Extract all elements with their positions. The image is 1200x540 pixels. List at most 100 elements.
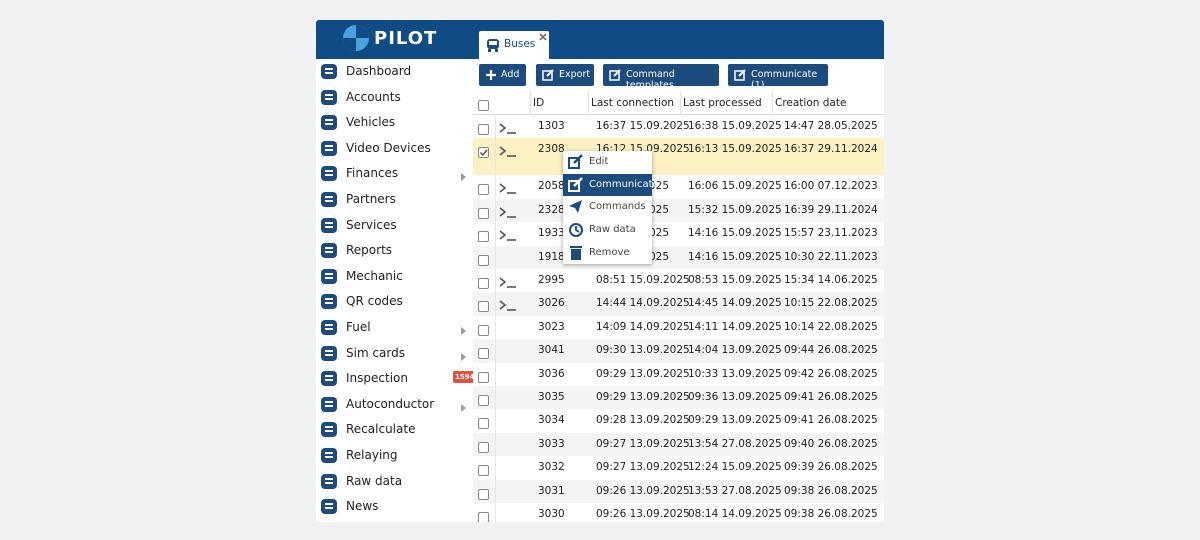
app-window: PILOT Buses Dashboard Accounts Vehicles Vid… (316, 20, 884, 522)
table-cell: 10:14 22.08.2025 (784, 320, 878, 333)
sidebar-item[interactable]: Inspection 1594 (316, 366, 477, 391)
table-row[interactable] (473, 339, 884, 364)
sidebar-label: Accounts (346, 89, 401, 104)
sidebar-item[interactable]: Dashboard (316, 59, 472, 84)
table-cell: 14:16 15.09.2025 (688, 250, 782, 263)
table-row[interactable] (473, 386, 884, 411)
table-cell: 09:36 13.09.2025 (688, 391, 782, 403)
submenu-arrow (461, 403, 466, 412)
table-cell: 09:26 13.09.2025 (596, 484, 690, 497)
cell-divider (495, 138, 496, 176)
menu-icon (569, 200, 582, 214)
sidebar-item[interactable]: Services (316, 213, 472, 238)
table-cell: 3041 (538, 344, 565, 357)
terminal-icon (499, 183, 516, 195)
sidebar-item[interactable]: QR codes (316, 289, 472, 314)
sidebar-label: Partners (346, 192, 396, 206)
table-cell: 2308 (538, 143, 565, 156)
table-cell: 16:00 07.12.2023 (784, 180, 878, 193)
column-divider (772, 91, 773, 114)
table-row[interactable] (473, 432, 884, 458)
table-cell: 09:27 13.09.2025 (596, 437, 690, 450)
checkbox[interactable] (478, 100, 490, 112)
menu-item[interactable]: Edit (563, 151, 652, 173)
column-header[interactable]: Last connection (591, 97, 675, 109)
sidebar-item[interactable]: Accounts (316, 85, 472, 110)
sidebar-label: Relaying (346, 448, 398, 462)
table-header (473, 91, 884, 115)
terminal-icon (499, 277, 516, 288)
sidebar-label: Vehicles (346, 115, 396, 130)
table-cell: 3026 (538, 297, 565, 310)
sidebar-item[interactable]: Reports (316, 238, 472, 263)
table-row[interactable] (473, 409, 884, 434)
table-cell: 09:26 13.09.2025 (596, 508, 690, 520)
table-row[interactable] (473, 456, 884, 481)
table-cell: 3030 (538, 508, 565, 520)
tab[interactable]: Buses (479, 31, 549, 59)
table-row[interactable] (473, 222, 884, 247)
column-header[interactable]: ID (533, 97, 545, 109)
cell-divider (495, 222, 496, 246)
button-label: Command templates (626, 69, 675, 91)
column-header[interactable]: Last processed (683, 97, 762, 109)
sidebar-item[interactable]: Relaying (316, 443, 472, 468)
table-cell: 09:42 26.08.2025 (784, 367, 878, 380)
menu-item[interactable]: Commands (563, 196, 652, 218)
checkbox (478, 301, 489, 313)
checkbox (478, 441, 489, 453)
menu-item[interactable]: Raw data (563, 219, 652, 241)
sidebar-item[interactable]: Finances (316, 161, 472, 186)
table-cell: 09:29 13.09.2025 (596, 367, 690, 380)
checkbox (478, 278, 489, 289)
table-cell: 3034 (538, 414, 565, 427)
table-cell: 08:53 15.09.2025 (688, 274, 782, 286)
submenu-arrow (461, 352, 466, 361)
sidebar-label: Dashboard (346, 64, 412, 78)
checkbox (478, 324, 489, 336)
toolbar-button[interactable]: Add (479, 64, 526, 86)
sidebar-item[interactable]: Vehicles (316, 110, 472, 135)
sidebar-item[interactable]: Raw data (316, 469, 472, 494)
sidebar-item[interactable]: Recalculate (316, 417, 472, 442)
table-row[interactable] (473, 315, 884, 341)
sidebar-icon (321, 422, 337, 438)
sidebar-item[interactable]: Fuel (316, 315, 472, 340)
table-cell: 13:54 27.08.2025 (688, 437, 782, 450)
table-cell: 16:37 29.11.2024 (784, 143, 878, 156)
tab-close[interactable] (539, 33, 547, 41)
column-header[interactable]: Creation date (775, 97, 847, 109)
column-divider (680, 91, 681, 114)
sidebar-item[interactable]: Video Devices (316, 136, 472, 161)
menu-item[interactable]: Remove (563, 242, 652, 264)
sidebar-item[interactable]: Autoconductor (316, 392, 472, 417)
table-row[interactable] (473, 198, 884, 224)
table-row[interactable] (473, 269, 884, 294)
table-cell: 3031 (538, 484, 565, 497)
table-cell: 09:41 26.08.2025 (784, 391, 878, 403)
sidebar-item[interactable]: Partners (316, 187, 472, 212)
toolbar-button[interactable]: Communicate (1) (728, 64, 828, 91)
table-cell: 14:16 15.09.2025 (688, 227, 782, 240)
sidebar-item[interactable]: Mechanic (316, 264, 472, 289)
checkbox (478, 395, 489, 406)
table-row[interactable] (473, 503, 884, 522)
checkbox (478, 147, 489, 159)
logo-text: PILOT (374, 28, 438, 49)
menu-item[interactable]: Communicate (563, 173, 659, 196)
table-cell: 10:30 22.11.2023 (784, 250, 878, 263)
checkbox (478, 184, 489, 196)
toolbar-button[interactable]: Command templates (603, 64, 719, 91)
table-cell: 15:32 15.09.2025 (688, 203, 782, 216)
terminal-icon (499, 300, 516, 312)
button-icon (609, 69, 621, 81)
sidebar-icon (321, 294, 337, 310)
table-cell: 16:39 29.11.2024 (784, 203, 878, 216)
sidebar-item[interactable]: News (316, 494, 472, 519)
sidebar-item[interactable]: Sim cards (316, 341, 472, 366)
table-cell: 14:04 13.09.2025 (688, 344, 782, 357)
table-row[interactable] (473, 292, 884, 317)
table-cell: 14:44 14.09.2025 (596, 297, 690, 310)
toolbar-button[interactable]: Export (536, 64, 594, 86)
